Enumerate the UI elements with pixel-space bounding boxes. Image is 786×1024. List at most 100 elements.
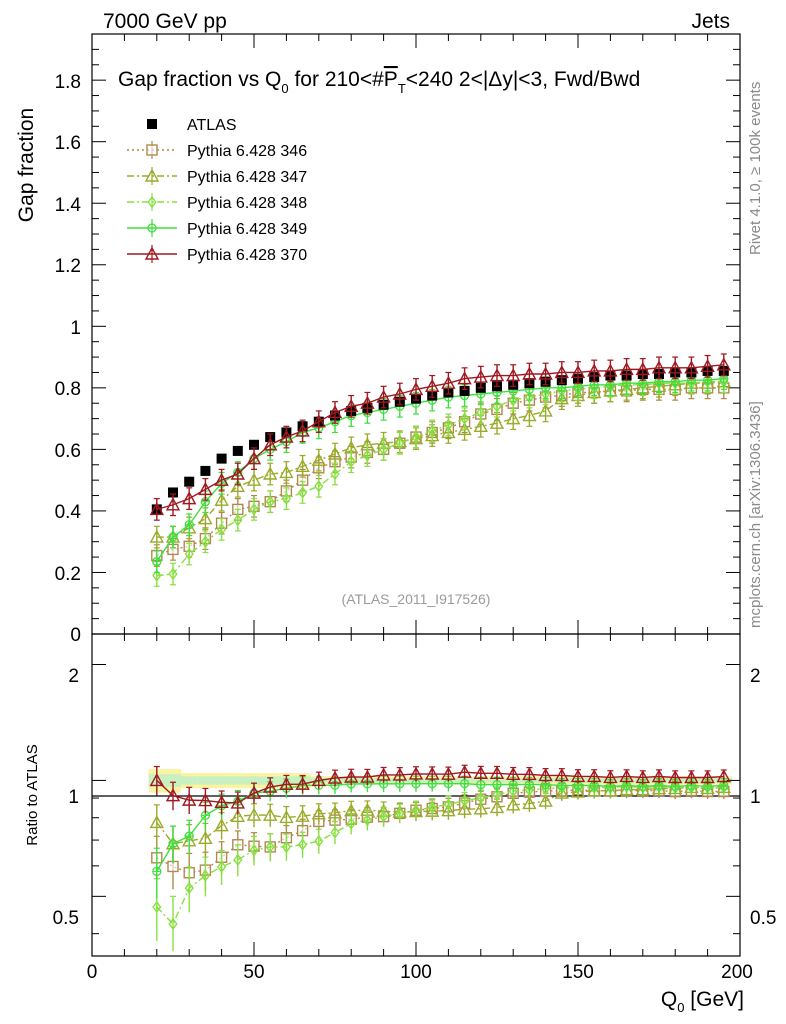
- data-point: [538, 403, 553, 417]
- data-point: [554, 785, 569, 799]
- data-point: [152, 569, 162, 582]
- data-point: [230, 808, 245, 823]
- data-point: [149, 814, 164, 829]
- data-point: [279, 776, 294, 790]
- data-point: [668, 360, 683, 374]
- data-point: [603, 769, 618, 784]
- data-point: [441, 803, 456, 817]
- legend: ATLAS Pythia 6.428 346 Pythia 6.428 347 Pyt…: [127, 117, 307, 264]
- data-point: [570, 768, 586, 783]
- data-point: [281, 492, 292, 505]
- data-point: [263, 779, 278, 793]
- data-point: [246, 451, 262, 465]
- data-point: [327, 446, 343, 460]
- data-point: [263, 466, 278, 480]
- data-point: [524, 390, 535, 404]
- legend-entry: Pythia 6.428 347: [127, 167, 307, 186]
- data-point: [360, 769, 375, 783]
- data-point: [200, 869, 211, 882]
- legend-label: Pythia 6.428 347: [187, 169, 307, 186]
- data-point: [230, 795, 245, 809]
- data-point: [716, 357, 731, 371]
- data-point: [214, 492, 229, 506]
- data-point: [184, 476, 195, 487]
- data-point: [492, 788, 502, 801]
- data-point: [216, 453, 227, 464]
- data-point: [297, 838, 308, 851]
- data-point: [200, 465, 211, 476]
- ratio-tick-label-right: 2: [750, 666, 761, 687]
- data-point: [149, 501, 164, 516]
- data-point: [554, 364, 569, 379]
- data-point: [392, 767, 407, 781]
- data-point: [408, 766, 424, 780]
- data-point: [538, 767, 553, 782]
- beam-label: 7000 GeV pp: [103, 10, 227, 33]
- rivet-label: Rivet 4.1.0, ≥ 100k events: [747, 82, 764, 255]
- data-point: [476, 406, 486, 419]
- data-point: [168, 487, 178, 498]
- data-point: [508, 784, 518, 798]
- x-axis-title-main: Q: [661, 988, 677, 1011]
- x-axis-title: Q0 [GeV]: [661, 988, 744, 1015]
- ratio-panel-series: [149, 764, 731, 952]
- legend-label: Pythia 6.428 346: [187, 143, 307, 160]
- analysis-id: (ATLAS_2011_I917526): [342, 591, 491, 607]
- title-subscript: T: [398, 81, 406, 96]
- data-point: [233, 513, 243, 527]
- ratio-tick-label-left: 0.5: [53, 908, 79, 929]
- data-point: [311, 452, 326, 466]
- data-point: [522, 408, 537, 422]
- x-axis-title-unit: [GeV]: [684, 988, 744, 1011]
- data-point: [473, 369, 488, 383]
- ratio-series-5: [149, 764, 731, 815]
- data-point: [362, 449, 373, 462]
- data-point: [441, 375, 456, 389]
- data-point: [668, 770, 683, 784]
- data-point: [330, 467, 340, 481]
- band-inner: [213, 776, 230, 785]
- data-point: [246, 807, 262, 821]
- data-point: [362, 813, 373, 827]
- y-tick-label: 1.6: [55, 133, 81, 154]
- data-point: [459, 794, 470, 807]
- data-point: [246, 785, 262, 799]
- legend-label: Pythia 6.428 370: [187, 247, 307, 264]
- process-label: Jets: [691, 10, 730, 33]
- data-point: [441, 766, 456, 780]
- data-point: [700, 770, 715, 784]
- data-point: [538, 366, 553, 380]
- data-point: [603, 363, 618, 377]
- data-point: [473, 418, 488, 433]
- data-point: [295, 808, 310, 822]
- data-point: [473, 801, 488, 815]
- y-axis-title: Gap fraction: [15, 108, 38, 222]
- data-point: [344, 769, 359, 783]
- mcplots-label: mcplots.cern.ch [arXiv:1306.3436]: [747, 401, 764, 628]
- data-point: [198, 830, 213, 844]
- data-point: [327, 770, 343, 784]
- data-point: [230, 478, 245, 493]
- data-point: [443, 798, 454, 811]
- data-point: [168, 567, 178, 581]
- data-point: [146, 144, 158, 156]
- title-subscript: 0: [281, 81, 288, 96]
- data-point: [441, 424, 456, 439]
- data-point: [570, 364, 586, 379]
- data-point: [700, 358, 715, 373]
- data-point: [330, 826, 340, 839]
- title-overline: P: [384, 68, 398, 91]
- data-point: [408, 381, 424, 396]
- data-point: [344, 398, 359, 413]
- ratio-tick-label-right: 0.5: [750, 908, 776, 929]
- legend-label: ATLAS: [187, 117, 237, 134]
- data-point: [152, 900, 162, 914]
- y-tick-label: 0.6: [55, 441, 81, 462]
- x-tick-label: 0: [87, 962, 98, 983]
- data-point: [457, 801, 472, 815]
- data-point: [165, 788, 181, 802]
- data-point: [587, 768, 602, 783]
- data-point: [184, 881, 194, 895]
- data-point: [311, 806, 326, 820]
